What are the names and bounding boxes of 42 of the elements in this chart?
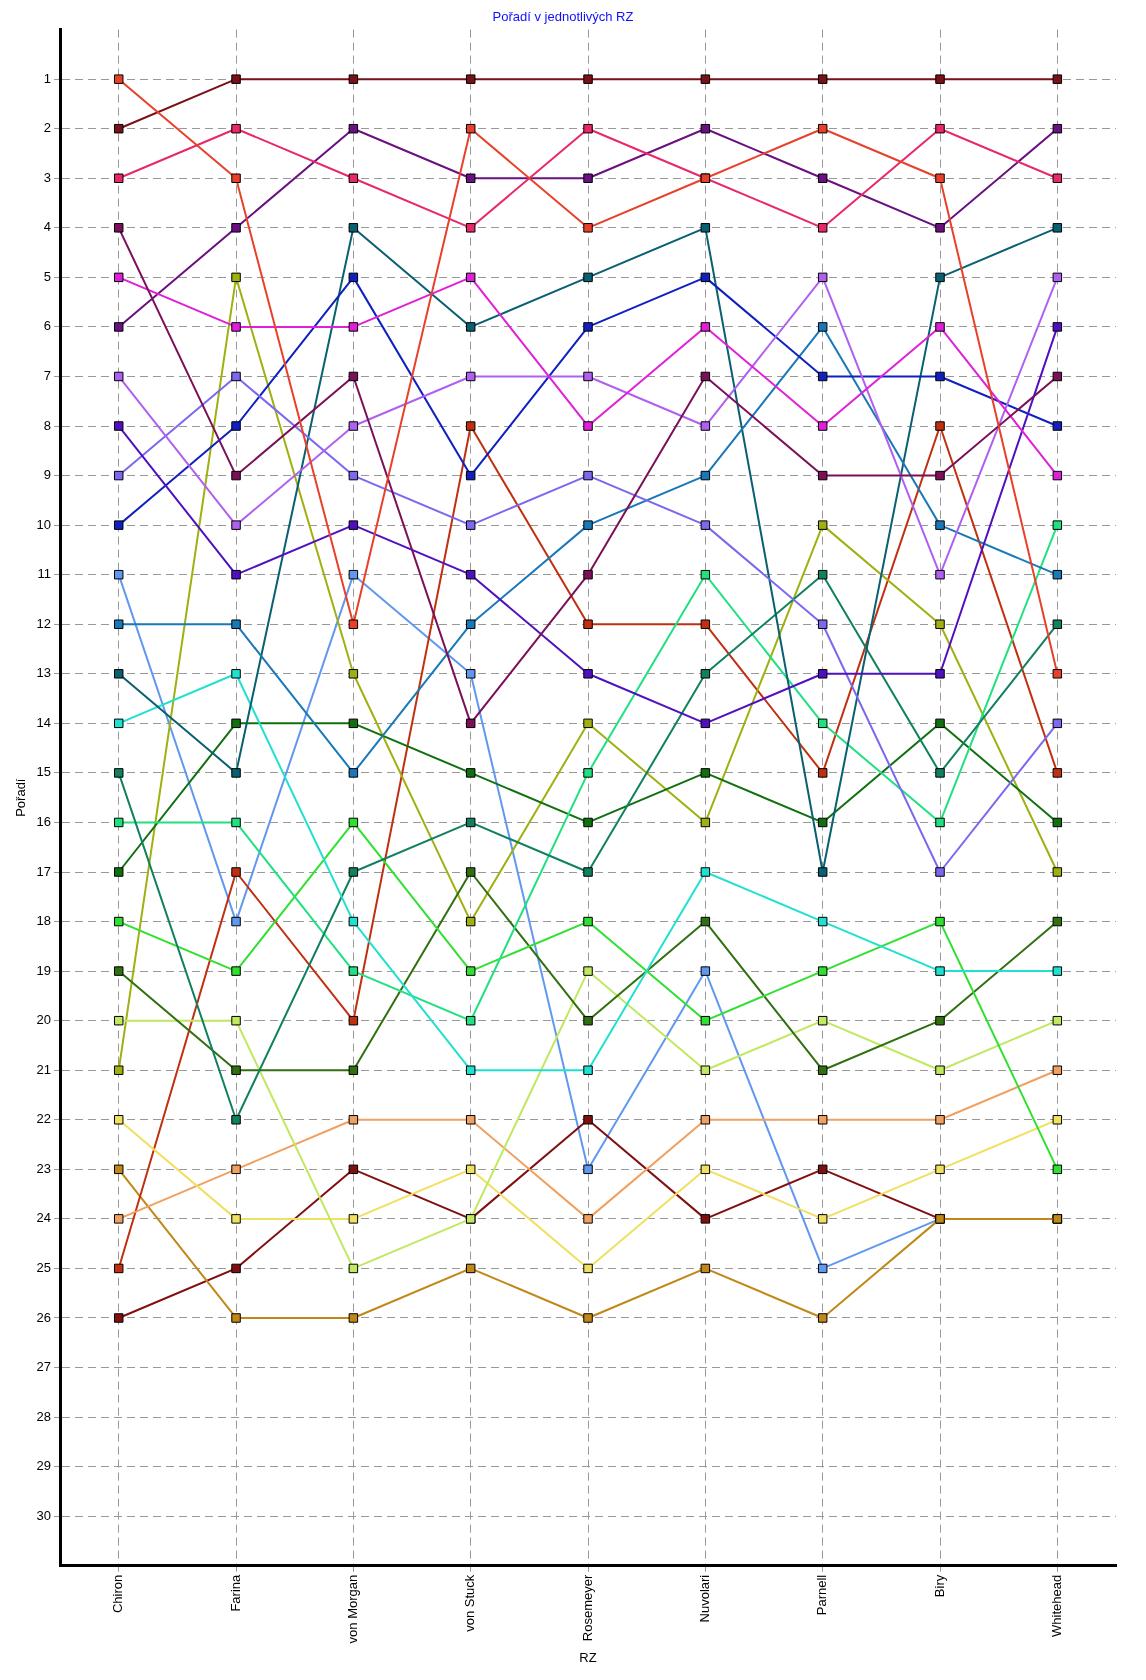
y-tick-label: 21 [36, 1061, 52, 1077]
x-tick-label: Farina [227, 1573, 243, 1612]
y-tick-label: 12 [36, 615, 52, 631]
y-tick-label: 16 [36, 814, 52, 830]
x-tick-label: Whitehead [1048, 1574, 1064, 1637]
y-tick-label: 19 [36, 962, 52, 978]
y-tick-label: 28 [36, 1408, 52, 1424]
y-tick-label: 6 [43, 318, 52, 334]
y-tick-label: 3 [43, 169, 52, 185]
y-tick-label: 17 [36, 863, 52, 879]
y-tick-label: 13 [36, 665, 52, 681]
x-tick-label: von Morgan [344, 1574, 360, 1644]
y-tick-label: 25 [36, 1260, 52, 1276]
y-tick-label: 11 [37, 566, 52, 582]
x-tick-label: Rosemeyer [579, 1574, 595, 1642]
x-axis-title: RZ [579, 1649, 597, 1665]
y-tick-label: 5 [43, 268, 52, 284]
y-tick-label: 4 [43, 219, 52, 235]
x-tick-label: Chiron [110, 1574, 126, 1614]
y-tick-label: 22 [36, 1111, 52, 1127]
y-tick-label: 30 [36, 1507, 52, 1523]
y-tick-label: 10 [36, 516, 52, 532]
y-tick-label: 29 [36, 1458, 52, 1474]
y-tick-label: 7 [43, 368, 52, 384]
x-tick-label: Nuvolari [696, 1574, 712, 1623]
y-tick-label: 27 [36, 1359, 52, 1375]
y-tick-label: 20 [36, 1012, 52, 1028]
y-tick-label: 15 [36, 764, 52, 780]
y-tick-label: 8 [43, 417, 52, 433]
y-tick-label: 24 [36, 1210, 52, 1226]
y-tick-label: 1 [43, 70, 52, 86]
chart-title: Pořadí v jednotlivých RZ [492, 9, 634, 25]
y-tick-label: 9 [43, 467, 52, 483]
y-tick-label: 14 [36, 714, 52, 730]
y-axis-title: Pořadí [13, 778, 29, 817]
x-tick-label: Biry [931, 1574, 947, 1598]
y-tick-label: 2 [43, 120, 52, 136]
y-tick-label: 18 [36, 913, 52, 929]
x-tick-label: Parnell [814, 1574, 830, 1616]
y-tick-label: 26 [36, 1309, 52, 1325]
y-tick-label: 23 [36, 1160, 52, 1176]
x-tick-label: von Stuck [462, 1574, 478, 1632]
